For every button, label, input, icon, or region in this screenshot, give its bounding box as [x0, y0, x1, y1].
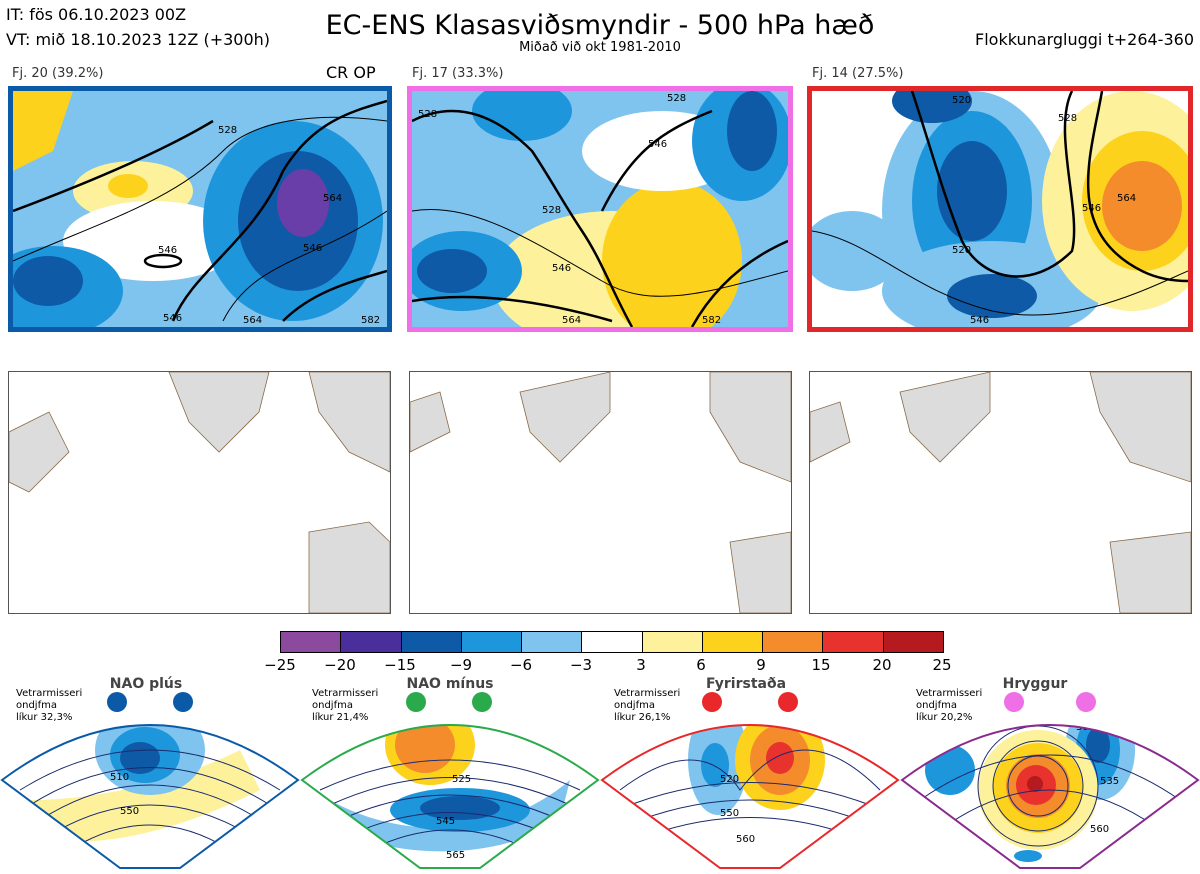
colorbar-tick: 6: [696, 656, 706, 674]
contour-label: 565: [446, 850, 465, 861]
blank-map-2: [409, 371, 792, 614]
regime-meta-ridge: Vetrarmisseri ondjfma líkur 20,2%: [916, 688, 983, 723]
contour-label: 564: [323, 193, 342, 204]
contour-label: 520: [720, 774, 739, 785]
cluster-map-2: 528 528 546 528 546 564 582: [407, 86, 793, 332]
regime-meta-nao-plus: Vetrarmisseri ondjfma líkur 32,3%: [16, 688, 83, 723]
colorbar-swatch: [281, 632, 342, 652]
colorbar-swatch: [522, 632, 583, 652]
contour-label: 528: [218, 125, 237, 136]
colorbar-swatch: [763, 632, 824, 652]
cluster-map-3: 520 528 546 564 520 546: [807, 86, 1193, 332]
contour-label: 546: [303, 243, 322, 254]
contour-label: 546: [552, 263, 571, 274]
valid-time: VT: mið 18.10.2023 12Z (+300h): [6, 30, 271, 49]
regime-map-ridge: 505 535 560: [900, 690, 1200, 870]
contour-label: 528: [667, 93, 686, 104]
colorbar-tick: 9: [756, 656, 766, 674]
colorbar-tick: −6: [509, 656, 533, 674]
contour-label: 560: [1090, 824, 1109, 835]
regime-dot: [406, 692, 426, 712]
regime-map-nao-plus: 510 550: [0, 690, 300, 870]
contour-label: 520: [952, 95, 971, 106]
regime-dot: [107, 692, 127, 712]
colorbar-swatch: [341, 632, 402, 652]
colorbar-tick: 15: [811, 656, 831, 674]
contour-label: 582: [361, 315, 380, 326]
contour-label: 582: [702, 315, 721, 326]
regime-meta-blocking: Vetrarmisseri ondjfma líkur 26,1%: [614, 688, 681, 723]
cluster-1-label: Fj. 20 (39.2%): [12, 66, 104, 81]
contour-label: 560: [736, 834, 755, 845]
blank-map-1: [8, 371, 391, 614]
contour-label: 564: [243, 315, 262, 326]
colorbar-tick: 3: [636, 656, 646, 674]
colorbar-tick: −15: [384, 656, 416, 674]
contour-label: 546: [970, 315, 989, 326]
colorbar-tick: −20: [324, 656, 356, 674]
classification-window: Flokkunargluggi t+264-360: [975, 30, 1194, 49]
colorbar-tick: 20: [872, 656, 892, 674]
contour-label: 535: [1100, 776, 1119, 787]
contour-label: 546: [648, 139, 667, 150]
cluster-1-tag: CR OP: [326, 63, 376, 82]
colorbar-tick: −3: [569, 656, 593, 674]
regime-dot: [778, 692, 798, 712]
colorbar-swatch: [401, 632, 462, 652]
regime-dot: [702, 692, 722, 712]
regime-name-blocking: Fyrirstaða: [705, 676, 787, 692]
colorbar-tick: 25: [932, 656, 952, 674]
contour-label: 528: [542, 205, 561, 216]
regime-map-nao-minus: 525 545 565: [300, 690, 600, 870]
contour-label: 545: [436, 816, 455, 827]
regime-dot: [173, 692, 193, 712]
regime-name-ridge: Hryggur: [1002, 676, 1068, 692]
cluster-3-label: Fj. 14 (27.5%): [812, 66, 904, 81]
page-subtitle: Miðað við okt 1981-2010: [519, 40, 681, 55]
contour-label: 546: [158, 245, 177, 256]
contour-label: 564: [562, 315, 581, 326]
contour-label: 550: [120, 806, 139, 817]
colorbar-swatch: [461, 632, 523, 652]
colorbar: [280, 631, 944, 653]
page-title: EC-ENS Klasasviðsmyndir - 500 hPa hæð: [325, 10, 875, 41]
contour-label: 528: [418, 109, 437, 120]
contour-label: 528: [1058, 113, 1077, 124]
init-time: IT: fös 06.10.2023 00Z: [6, 5, 187, 24]
cluster-2-label: Fj. 17 (33.3%): [412, 66, 504, 81]
colorbar-swatch: [883, 632, 943, 652]
colorbar-tick: −25: [264, 656, 296, 674]
colorbar-swatch: [642, 632, 703, 652]
contour-label: 564: [1117, 193, 1136, 204]
regime-meta-nao-minus: Vetrarmisseri ondjfma líkur 21,4%: [312, 688, 379, 723]
regime-dot: [1004, 692, 1024, 712]
regime-dot: [472, 692, 492, 712]
contour-label: 510: [110, 772, 129, 783]
contour-label: 546: [1082, 203, 1101, 214]
colorbar-swatch: [702, 632, 764, 652]
regime-dot: [1076, 692, 1096, 712]
colorbar-swatch: [823, 632, 884, 652]
regime-name-nao-minus: NAO mínus: [406, 676, 494, 692]
colorbar-tick: −9: [449, 656, 473, 674]
cluster-map-1: 546 528 546 564 546 564 582: [8, 86, 392, 332]
contour-label: 525: [452, 774, 471, 785]
colorbar-swatch: [582, 632, 643, 652]
contour-label: 520: [952, 245, 971, 256]
contour-label: 550: [720, 808, 739, 819]
contour-label: 546: [163, 313, 182, 324]
blank-map-3: [809, 371, 1192, 614]
regime-name-nao-plus: NAO plús: [109, 676, 183, 692]
regime-map-blocking: 520 550 560: [600, 690, 900, 870]
